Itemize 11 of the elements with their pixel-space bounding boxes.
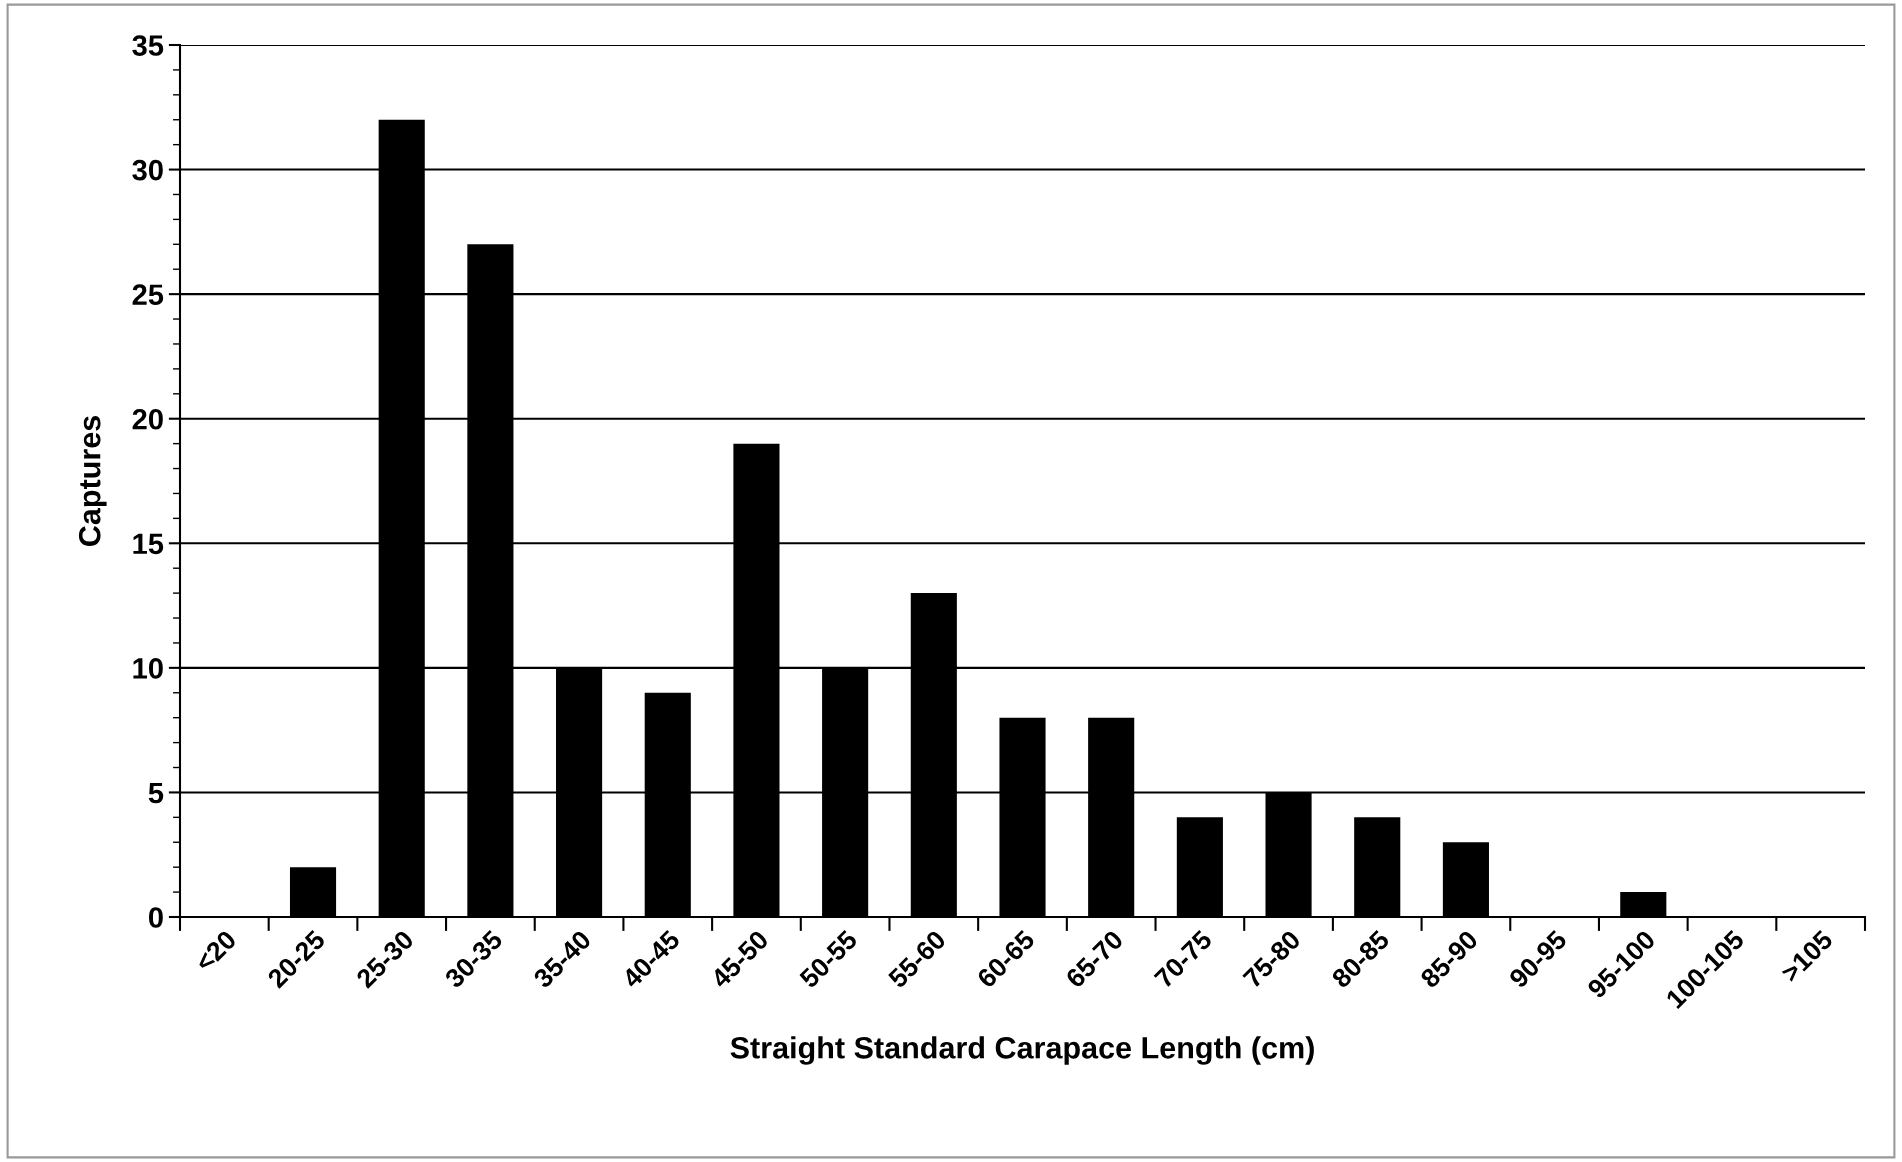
y-tick-label: 5 — [148, 782, 164, 804]
y-tick-label: 25 — [132, 284, 164, 305]
y-tick-label: 20 — [132, 408, 163, 430]
x-tick-label: <20 — [193, 929, 238, 973]
y-axis-title: Captures — [78, 416, 107, 546]
y-tick-label: 10 — [133, 658, 163, 679]
y-tick-label: 35 — [132, 35, 164, 56]
x-axis-title: Straight Standard Carapace Length (cm) — [730, 1036, 1314, 1065]
y-tick-label: 30 — [132, 159, 163, 181]
y-tick-label: 0 — [148, 907, 163, 928]
y-tick-label: 15 — [133, 533, 164, 555]
